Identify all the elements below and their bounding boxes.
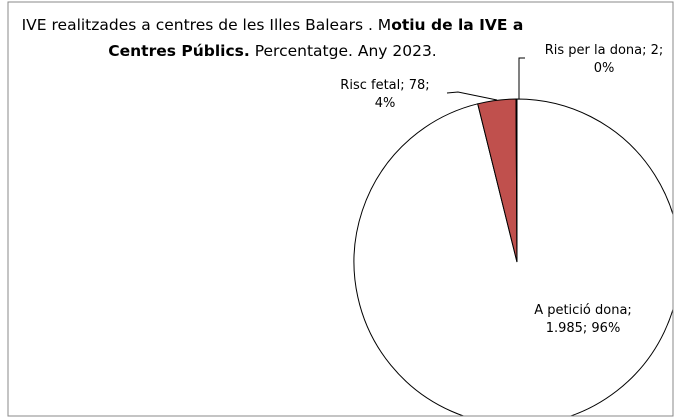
data-label: Risc fetal; 78; 4% bbox=[340, 78, 430, 111]
leader-line bbox=[518, 57, 525, 99]
title-part: otiu de la IVE a Centres Públics. bbox=[108, 16, 524, 60]
data-label: Ris per la dona; 2; 0% bbox=[544, 43, 664, 76]
data-label: A petició dona; 1.985; 96% bbox=[534, 303, 632, 336]
pie bbox=[353, 98, 673, 416]
chart-title: IVE realitzades a centres de les Illes B… bbox=[10, 12, 535, 64]
leader-line bbox=[446, 91, 498, 101]
pie-slice bbox=[353, 98, 673, 416]
title-part: Percentatge. Any 2023. bbox=[249, 42, 437, 60]
chart-border bbox=[7, 1, 674, 417]
title-part: IVE realitzades a centres de les Illes B… bbox=[21, 16, 392, 34]
pie-slice bbox=[515, 98, 518, 263]
